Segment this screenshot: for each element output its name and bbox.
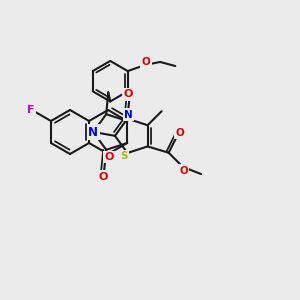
- Text: O: O: [176, 128, 184, 138]
- Text: O: O: [179, 166, 188, 176]
- Text: S: S: [121, 151, 128, 161]
- Text: O: O: [98, 172, 108, 182]
- Text: N: N: [124, 110, 133, 120]
- Text: O: O: [142, 57, 150, 67]
- Text: O: O: [104, 152, 114, 162]
- Text: F: F: [27, 105, 34, 115]
- Text: O: O: [124, 89, 133, 99]
- Text: N: N: [88, 125, 98, 139]
